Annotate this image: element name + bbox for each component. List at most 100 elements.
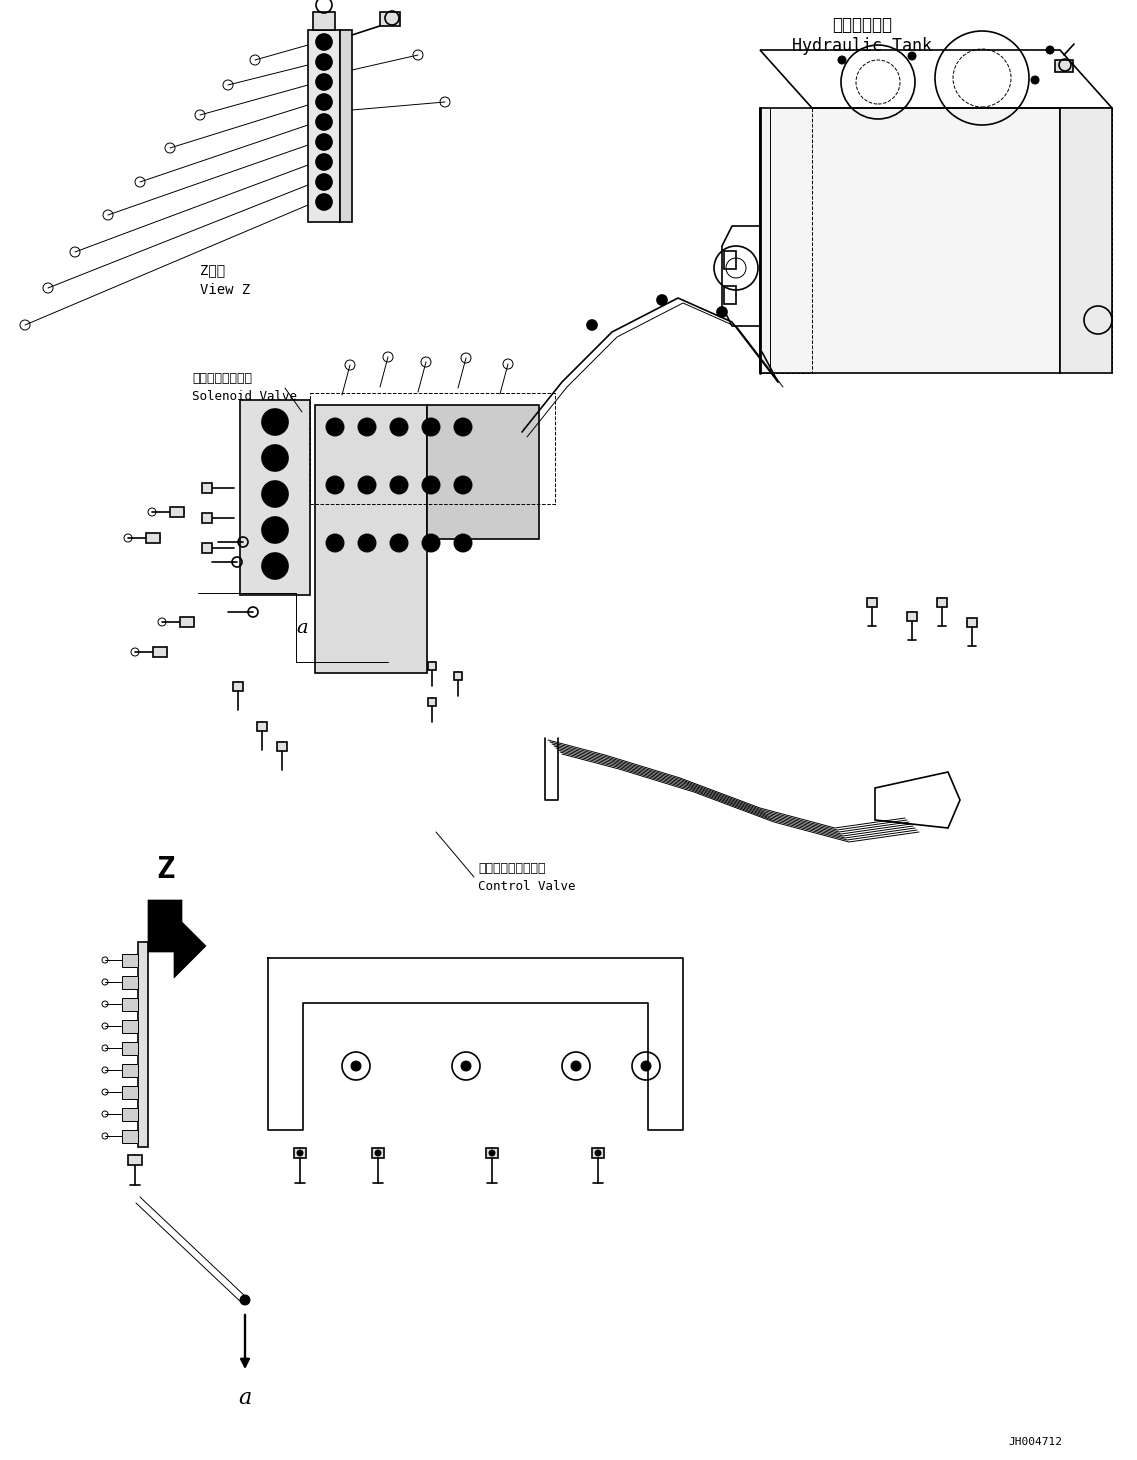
Text: JH004712: JH004712 [1009,1437,1062,1447]
Circle shape [454,418,472,437]
Bar [240,400,310,596]
Bar [868,599,877,607]
Text: Z: Z [156,856,174,885]
Circle shape [268,559,282,572]
Text: Hydraulic Tank: Hydraulic Tank [792,36,932,55]
Circle shape [240,1295,250,1305]
Text: ソレノイドバルブ: ソレノイドバルブ [192,371,252,384]
Bar [122,1064,138,1077]
Text: View Z: View Z [200,283,250,296]
Circle shape [268,523,282,537]
Circle shape [316,34,332,50]
Circle shape [595,1150,601,1156]
Bar [153,647,167,657]
Circle shape [319,178,327,185]
Text: a: a [239,1387,251,1409]
Bar [146,533,160,543]
Bar [724,251,736,269]
Circle shape [319,98,327,107]
Bar [907,612,918,620]
Text: a: a [296,619,308,637]
Circle shape [319,199,327,206]
Bar [315,404,428,673]
Circle shape [262,553,288,580]
Text: Z　視: Z 視 [200,263,225,277]
Circle shape [351,1061,362,1072]
Bar [122,975,138,988]
Circle shape [326,534,345,552]
Circle shape [358,418,376,437]
Bar [937,599,947,607]
Circle shape [316,54,332,70]
Bar [202,543,211,553]
Circle shape [375,1150,381,1156]
Bar [966,618,977,626]
Circle shape [422,476,440,493]
Circle shape [316,194,332,210]
Circle shape [838,55,846,64]
Bar [138,942,148,1148]
Circle shape [422,534,440,552]
Circle shape [316,174,332,190]
Bar [202,483,211,493]
Circle shape [326,476,345,493]
Bar [122,1086,138,1099]
Circle shape [319,118,327,126]
Bar [122,999,138,1010]
Text: コントロールバルブ: コントロールバルブ [478,861,546,875]
Bar [1092,336,1107,342]
Circle shape [1046,47,1054,54]
Circle shape [297,1150,302,1156]
Bar [171,507,184,517]
Circle shape [262,517,288,543]
Circle shape [316,134,332,150]
Circle shape [319,77,327,86]
Circle shape [489,1150,495,1156]
Circle shape [1031,76,1039,85]
Circle shape [571,1061,581,1072]
Circle shape [268,415,282,429]
Bar [428,661,435,670]
Circle shape [262,480,288,507]
Bar [233,682,243,691]
Bar [454,672,462,680]
Bar [277,742,287,750]
Circle shape [268,488,282,501]
Bar [428,404,539,539]
Circle shape [316,74,332,91]
Circle shape [316,153,332,169]
Polygon shape [1060,108,1112,372]
Bar [128,1155,142,1165]
Bar [202,512,211,523]
Bar [1055,60,1073,72]
Text: Control Valve: Control Valve [478,879,575,892]
Text: Solenoid Valve: Solenoid Valve [192,390,297,403]
Circle shape [319,38,327,47]
Circle shape [262,445,288,472]
Circle shape [717,307,727,317]
Circle shape [422,418,440,437]
Circle shape [316,114,332,130]
Circle shape [326,418,345,437]
Circle shape [454,534,472,552]
Circle shape [319,158,327,166]
Circle shape [358,534,376,552]
Circle shape [454,476,472,493]
Bar [180,618,194,626]
Circle shape [268,451,282,464]
Circle shape [390,476,408,493]
Circle shape [908,53,916,60]
Bar [122,1021,138,1034]
Circle shape [358,476,376,493]
Circle shape [316,93,332,110]
Circle shape [587,320,597,330]
Bar [313,12,335,31]
Circle shape [319,139,327,146]
Text: 作動油タンク: 作動油タンク [832,16,893,34]
Bar [724,286,736,304]
Bar [1092,299,1107,307]
Circle shape [460,1061,471,1072]
Circle shape [262,409,288,435]
Bar [294,1148,306,1158]
Bar [122,1042,138,1056]
